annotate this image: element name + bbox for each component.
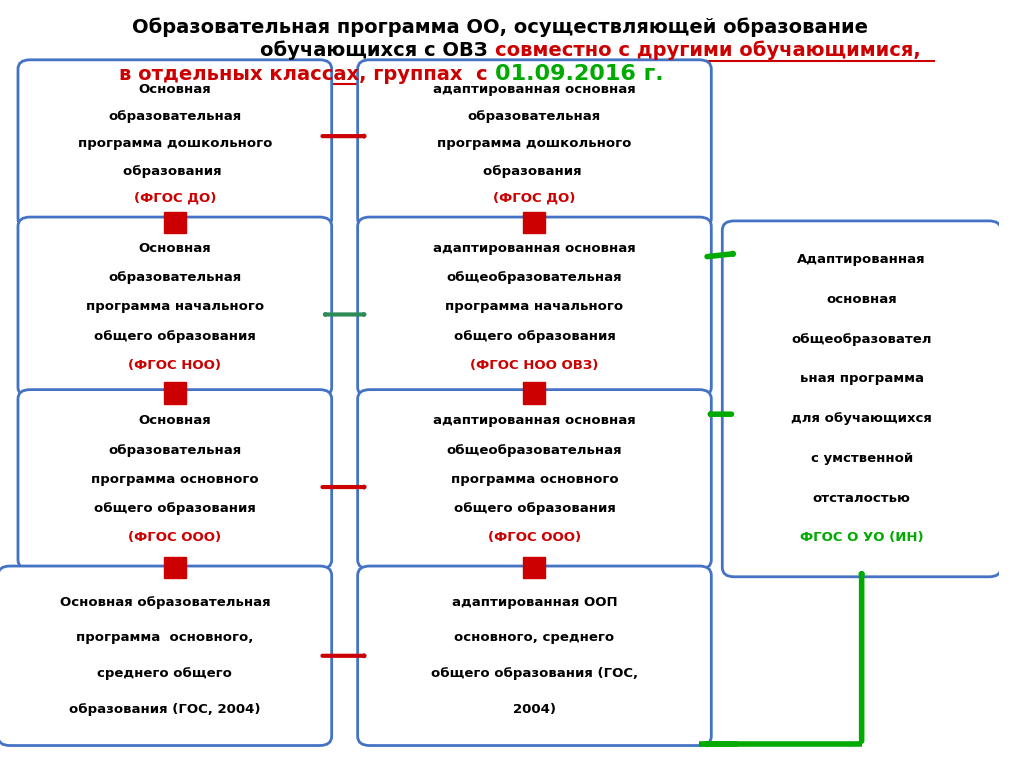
Text: общего образования (ГОС,: общего образования (ГОС, — [431, 667, 638, 680]
Text: адаптированная основная: адаптированная основная — [433, 242, 636, 255]
Text: программа начального: программа начального — [86, 301, 264, 313]
Text: (ФГОС ДО): (ФГОС ДО) — [494, 192, 575, 205]
Text: основная: основная — [826, 293, 897, 306]
Text: программа основного: программа основного — [451, 473, 618, 486]
Text: образовательная: образовательная — [109, 443, 242, 456]
Text: Образовательная программа ОО, осуществляющей образование: Образовательная программа ОО, осуществля… — [131, 18, 867, 38]
Text: 2004): 2004) — [513, 703, 556, 716]
Text: (ФГОС НОО ОВЗ): (ФГОС НОО ОВЗ) — [470, 359, 599, 372]
Text: для обучающихся: для обучающихся — [792, 412, 932, 425]
FancyBboxPatch shape — [357, 566, 712, 746]
Text: совместно с другими обучающимися,: совместно с другими обучающимися, — [495, 41, 921, 61]
Text: адаптированная основная: адаптированная основная — [433, 83, 636, 96]
FancyBboxPatch shape — [722, 221, 1001, 577]
Text: обучающихся с ОВЗ: обучающихся с ОВЗ — [260, 41, 495, 61]
Text: ФГОС О УО (ИН): ФГОС О УО (ИН) — [800, 532, 924, 545]
Text: общего образования: общего образования — [454, 502, 615, 515]
FancyBboxPatch shape — [357, 217, 712, 397]
Text: (ФГОС НОО): (ФГОС НОО) — [128, 359, 221, 372]
Text: общего образования: общего образования — [94, 330, 256, 343]
Text: общего образования: общего образования — [454, 330, 615, 343]
FancyBboxPatch shape — [18, 60, 332, 228]
Text: программа  основного,: программа основного, — [76, 631, 254, 644]
Text: (ФГОС ДО): (ФГОС ДО) — [134, 192, 216, 205]
Text: общеобразовательная: общеобразовательная — [446, 271, 623, 284]
Text: Адаптированная: Адаптированная — [798, 253, 926, 266]
Text: отсталостью: отсталостью — [813, 492, 910, 505]
Text: Основная: Основная — [138, 242, 211, 255]
Text: образовательная: образовательная — [109, 271, 242, 284]
Text: образовательная: образовательная — [468, 110, 601, 123]
FancyBboxPatch shape — [357, 60, 712, 228]
FancyBboxPatch shape — [0, 566, 332, 746]
Bar — [523, 212, 546, 233]
Bar — [523, 383, 546, 404]
Text: Основная образовательная: Основная образовательная — [59, 596, 270, 608]
Text: ьная программа: ьная программа — [800, 373, 924, 386]
Text: программа основного: программа основного — [91, 473, 259, 486]
Text: общеобразовательная: общеобразовательная — [446, 443, 623, 456]
Text: образования: образования — [483, 164, 586, 177]
Text: Основная: Основная — [138, 83, 211, 96]
Text: 01.09.2016 г.: 01.09.2016 г. — [495, 64, 664, 84]
Bar — [164, 557, 185, 578]
Text: программа дошкольного: программа дошкольного — [78, 137, 272, 150]
Text: адаптированная ООП: адаптированная ООП — [452, 596, 617, 608]
Bar — [523, 557, 546, 578]
FancyBboxPatch shape — [18, 390, 332, 569]
Text: общеобразовател: общеобразовател — [792, 333, 932, 346]
Text: программа дошкольного: программа дошкольного — [437, 137, 632, 150]
Text: среднего общего: среднего общего — [97, 667, 232, 680]
Text: общего образования: общего образования — [94, 502, 256, 515]
Text: с умственной: с умственной — [811, 452, 912, 465]
Text: (ФГОС ООО): (ФГОС ООО) — [487, 532, 581, 545]
Text: основного, среднего: основного, среднего — [455, 631, 614, 644]
Text: образовательная: образовательная — [109, 110, 242, 123]
FancyBboxPatch shape — [357, 390, 712, 569]
Text: образования (ГОС, 2004): образования (ГОС, 2004) — [69, 703, 260, 716]
Text: в отдельных классах, группах  с: в отдельных классах, группах с — [119, 65, 495, 84]
Bar — [164, 383, 185, 404]
Text: Основная: Основная — [138, 414, 211, 427]
Bar — [164, 212, 185, 233]
Text: программа начального: программа начального — [445, 301, 624, 313]
Text: (ФГОС ООО): (ФГОС ООО) — [128, 532, 221, 545]
Text: образования: образования — [123, 164, 226, 177]
FancyBboxPatch shape — [18, 217, 332, 397]
Text: адаптированная основная: адаптированная основная — [433, 414, 636, 427]
